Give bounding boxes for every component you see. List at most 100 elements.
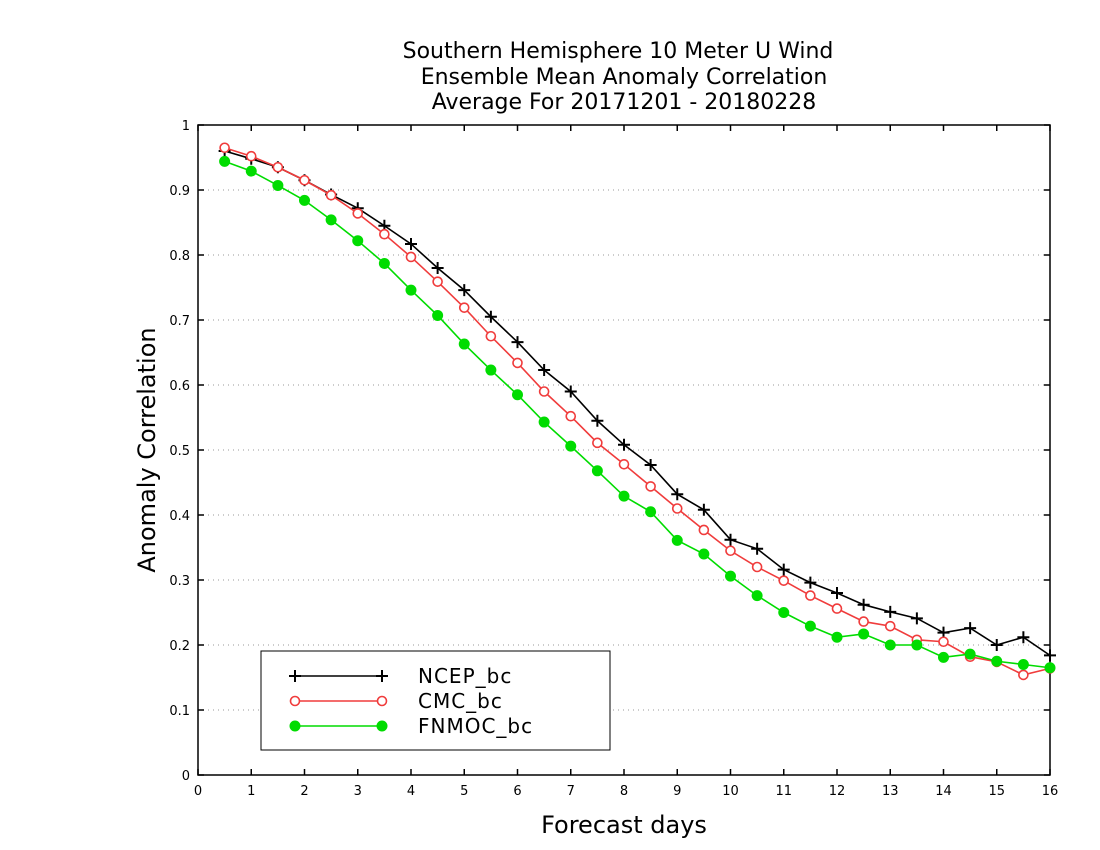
data-point-fnmoc-bc	[325, 214, 337, 226]
data-point-ncep-bc	[831, 587, 843, 599]
data-point-fnmoc-bc	[991, 655, 1003, 667]
data-point-fnmoc-bc	[698, 548, 710, 560]
chart-title: Southern Hemisphere 10 Meter U Wind Ense…	[403, 39, 834, 115]
data-point-cmc-bc	[299, 174, 310, 186]
data-point-ncep-bc	[511, 336, 524, 349]
x-tick-label: 9	[673, 784, 681, 799]
legend-item-cmc-bc: CMC_bc	[289, 689, 502, 713]
data-point-fnmoc-bc	[831, 631, 843, 643]
data-point-ncep-bc	[671, 488, 684, 501]
data-point-cmc-bc	[938, 636, 949, 648]
data-point-ncep-bc	[724, 533, 737, 546]
x-tick-label: 16	[1042, 784, 1059, 799]
x-tick-label: 5	[460, 784, 468, 799]
x-tick-label: 11	[775, 784, 792, 799]
y-tick-label: 0.7	[169, 314, 190, 329]
y-tick-label: 0.8	[169, 249, 190, 264]
legend-marker-cmc-bc	[376, 695, 388, 707]
data-point-cmc-bc	[858, 616, 869, 627]
data-point-cmc-bc	[219, 142, 230, 154]
legend-marker-cmc-bc	[289, 695, 301, 707]
y-tick-label: 0.3	[169, 574, 190, 589]
data-point-cmc-bc	[778, 575, 790, 586]
legend-marker-ncep-bc	[289, 670, 301, 682]
data-point-fnmoc-bc	[618, 490, 630, 502]
data-point-cmc-bc	[618, 458, 630, 470]
x-tick-label: 15	[988, 784, 1005, 799]
chart-title-line-1: Southern Hemisphere 10 Meter U Wind	[403, 39, 834, 64]
x-tick-label: 4	[407, 784, 415, 799]
data-point-fnmoc-bc	[299, 194, 310, 206]
legend-marker-ncep-bc	[376, 670, 388, 682]
data-point-ncep-bc	[644, 458, 657, 471]
data-point-cmc-bc	[379, 228, 390, 240]
x-axis: 0 1 2 3 4 5 6 7 8 9 10 11 12 13 14 15 16	[194, 125, 1058, 799]
data-point-ncep-bc	[591, 414, 604, 427]
x-tick-label: 6	[513, 784, 521, 799]
data-point-fnmoc-bc	[1017, 659, 1029, 670]
data-point-ncep-bc	[564, 385, 577, 398]
data-point-ncep-bc	[484, 310, 497, 323]
data-point-cmc-bc	[432, 276, 443, 287]
data-point-fnmoc-bc	[591, 465, 603, 477]
data-point-fnmoc-bc	[884, 639, 896, 651]
data-point-fnmoc-bc	[804, 620, 816, 632]
data-point-fnmoc-bc	[938, 651, 949, 663]
data-point-ncep-bc	[618, 438, 630, 451]
data-point-cmc-bc	[538, 386, 550, 397]
data-point-fnmoc-bc	[405, 284, 417, 296]
data-point-fnmoc-bc	[378, 257, 390, 269]
data-point-cmc-bc	[325, 189, 337, 201]
y-tick-label: 0	[182, 769, 190, 784]
data-point-ncep-bc	[990, 639, 1003, 651]
data-point-ncep-bc	[538, 364, 551, 377]
data-point-fnmoc-bc	[751, 590, 763, 602]
legend-item-fnmoc-bc: FNMOC_bc	[289, 714, 532, 738]
legend-marker-fnmoc-bc	[289, 720, 301, 732]
legend-item-ncep-bc: NCEP_bc	[289, 664, 512, 688]
data-point-ncep-bc	[777, 563, 790, 576]
data-point-fnmoc-bc	[245, 165, 257, 177]
data-point-fnmoc-bc	[485, 364, 497, 376]
data-point-fnmoc-bc	[538, 416, 550, 428]
chart-title-line-3: Average For 20171201 - 20180228	[432, 90, 817, 115]
legend-marker-fnmoc-bc	[376, 720, 388, 732]
y-tick-label: 0.6	[169, 379, 190, 394]
data-point-ncep-bc	[697, 503, 710, 516]
data-point-ncep-bc	[964, 622, 977, 635]
data-point-fnmoc-bc	[512, 389, 523, 401]
x-tick-label: 3	[354, 784, 362, 799]
legend-label-ncep-bc: NCEP_bc	[418, 664, 512, 688]
series-line-cmc-bc	[224, 146, 1051, 676]
x-tick-label: 14	[935, 784, 952, 799]
y-axis-label: Anomaly Correlation	[133, 327, 161, 572]
data-point-cmc-bc	[458, 302, 470, 313]
data-point-fnmoc-bc	[725, 570, 736, 582]
data-point-fnmoc-bc	[964, 648, 976, 660]
x-tick-label: 12	[829, 784, 846, 799]
data-point-cmc-bc	[884, 620, 896, 632]
data-point-ncep-bc	[751, 542, 764, 555]
data-point-fnmoc-bc	[272, 179, 284, 191]
data-point-fnmoc-bc	[778, 607, 790, 618]
data-point-cmc-bc	[671, 503, 683, 514]
data-point-fnmoc-bc	[858, 628, 870, 640]
series-layer	[218, 142, 1056, 681]
data-point-fnmoc-bc	[1044, 662, 1056, 674]
data-point-cmc-bc	[272, 161, 284, 173]
chart-title-line-2: Ensemble Mean Anomaly Correlation	[421, 65, 828, 90]
data-point-ncep-bc	[431, 262, 444, 274]
data-point-cmc-bc	[485, 330, 497, 342]
x-tick-label: 0	[194, 784, 202, 799]
data-point-ncep-bc	[458, 284, 471, 297]
y-tick-label: 1	[182, 119, 190, 134]
data-point-fnmoc-bc	[671, 534, 683, 546]
y-axis: 0 0.1 0.2 0.3 0.4 0.5 0.6 0.7 0.8 0.9 1	[169, 119, 1050, 784]
data-point-cmc-bc	[1018, 669, 1029, 681]
x-tick-label: 13	[882, 784, 899, 799]
data-point-fnmoc-bc	[645, 506, 657, 518]
data-point-fnmoc-bc	[911, 639, 923, 651]
